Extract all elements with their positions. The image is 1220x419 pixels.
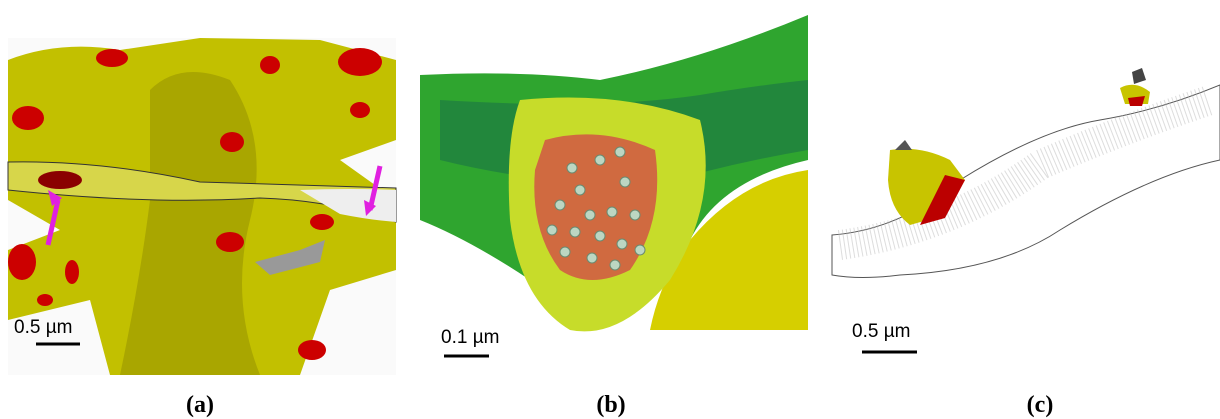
scale-bar-label: 0.5 µm — [14, 317, 72, 338]
panel-c-image — [832, 68, 1220, 278]
panel-label: (a) — [186, 392, 214, 418]
scale-bar-label: 0.1 µm — [441, 327, 499, 348]
panel-label: (b) — [596, 392, 625, 418]
figure: 0.5 µm (a) 0.1 µm (b) 0.5 µm (c) — [0, 0, 1220, 419]
scale-bar-label: 0.5 µm — [852, 321, 910, 342]
panel-label: (c) — [1027, 392, 1054, 418]
panel-b-image — [420, 15, 808, 331]
